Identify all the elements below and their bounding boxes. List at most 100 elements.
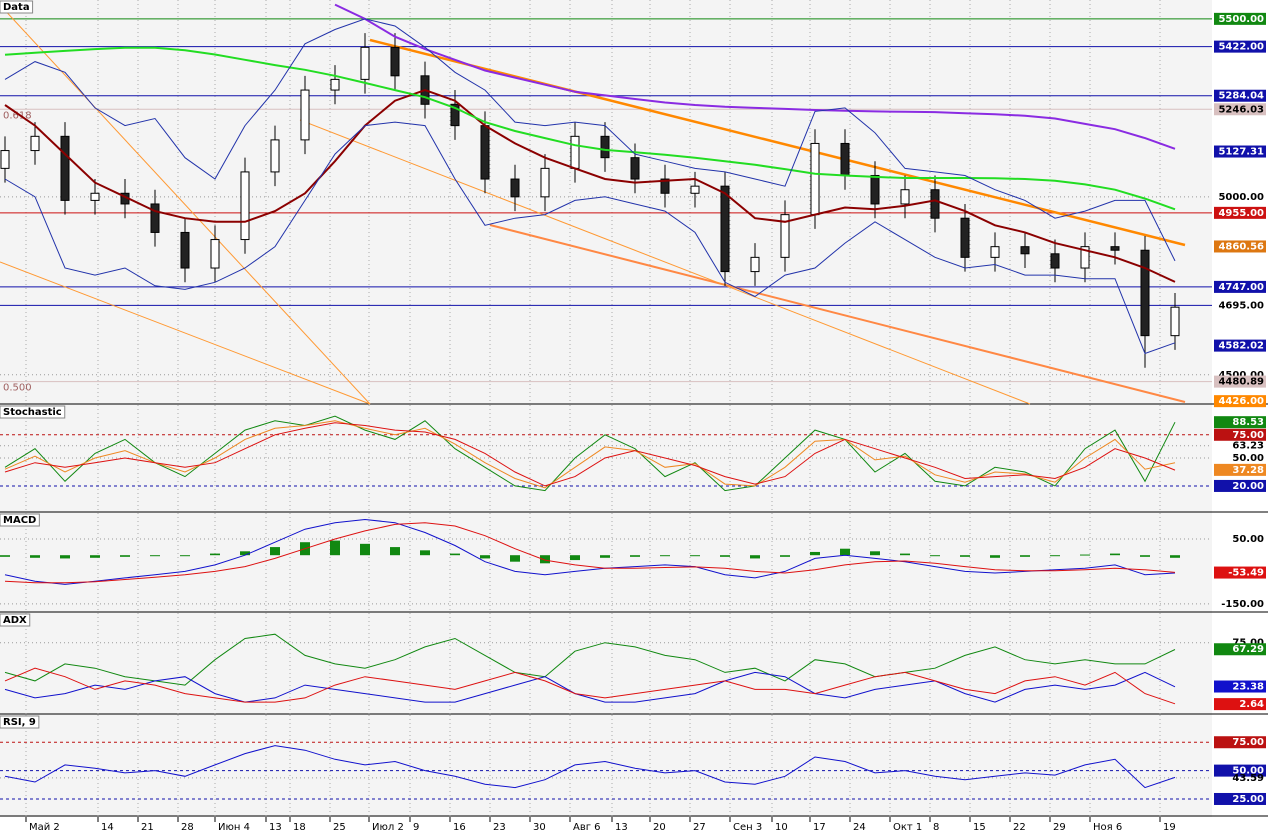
panel-title: Data	[3, 2, 30, 13]
histogram-bar	[450, 553, 460, 556]
histogram-bar	[360, 543, 370, 556]
trend-line	[489, 224, 1186, 403]
price-label-box	[1214, 643, 1266, 656]
histogram-bar	[870, 551, 880, 556]
indicator-line	[4, 89, 1176, 283]
candle-body	[1170, 306, 1180, 337]
y-tick-label: 4480.89	[1218, 377, 1264, 388]
candle-body	[300, 89, 310, 141]
candle-body	[0, 150, 10, 169]
histogram-bar	[510, 555, 520, 562]
candle-body	[360, 46, 370, 80]
indicator-line	[4, 745, 1176, 789]
histogram-bar	[750, 555, 760, 559]
candle-body	[690, 185, 700, 194]
x-tick-label: 23	[493, 822, 506, 833]
candle-body	[540, 167, 550, 198]
candle-body	[570, 135, 580, 169]
y-tick-label: 5246.03	[1218, 104, 1264, 115]
x-tick-label: 17	[813, 822, 826, 833]
histogram-bar	[600, 555, 610, 558]
panel-title-box	[0, 613, 31, 627]
candle-body	[30, 135, 40, 152]
candle-body	[60, 135, 70, 201]
price-label-box	[1214, 375, 1266, 388]
y-tick-label: 5127.31	[1218, 147, 1264, 158]
histogram-bar	[60, 555, 70, 559]
histogram-bar	[90, 555, 100, 558]
candle-body	[720, 185, 730, 273]
x-tick-label: 24	[853, 822, 866, 833]
histogram-bar	[780, 555, 790, 557]
histogram-bar	[900, 553, 910, 556]
histogram-bar	[1050, 555, 1060, 557]
x-tick-label: 21	[141, 822, 154, 833]
histogram-bar	[120, 555, 130, 557]
y-tick-label: 50.00	[1232, 534, 1264, 545]
histogram-bar	[390, 547, 400, 556]
histogram-bar	[570, 555, 580, 561]
x-tick-label: 25	[333, 822, 346, 833]
price-label-box	[1214, 240, 1266, 253]
y-tick-label: 50.00	[1232, 766, 1264, 777]
price-label-box	[1214, 736, 1266, 749]
panel-title-box	[0, 715, 40, 729]
histogram-bar	[180, 555, 190, 557]
indicator-line	[4, 671, 1176, 703]
price-label-box	[1214, 280, 1266, 293]
histogram-bar	[540, 555, 550, 564]
candle-body	[780, 214, 790, 258]
histogram-bar	[840, 548, 850, 556]
price-label-box	[1214, 89, 1266, 102]
y-tick-label: 67.29	[1232, 644, 1264, 655]
candle-body	[600, 135, 610, 159]
candle-body	[840, 142, 850, 176]
y-tick-label: 4747.00	[1218, 282, 1264, 293]
histogram-bar	[630, 555, 640, 557]
candle-body	[990, 246, 1000, 258]
candle-body	[150, 203, 160, 233]
indicator-line	[334, 3, 1176, 150]
candle-body	[660, 178, 670, 194]
x-tick-label: 13	[615, 822, 628, 833]
y-tick-label: -53.49	[1228, 568, 1264, 579]
candle-body	[90, 192, 100, 201]
y-tick-label: 23.38	[1232, 682, 1264, 693]
histogram-bar	[990, 555, 1000, 558]
trend-line	[299, 119, 1031, 405]
histogram-bar	[0, 555, 10, 557]
x-tick-label: 22	[1013, 822, 1026, 833]
candle-body	[1080, 246, 1090, 269]
price-label-box	[1214, 103, 1266, 116]
x-tick-label: 28	[181, 822, 194, 833]
candle-body	[450, 103, 460, 127]
histogram-bar	[660, 555, 670, 557]
x-tick-label: 8	[933, 822, 939, 833]
price-label-box	[1214, 680, 1266, 693]
x-tick-label: Июн 4	[218, 822, 250, 833]
candle-body	[270, 139, 280, 173]
panel-title-box	[0, 405, 66, 419]
histogram-bar	[1080, 554, 1090, 556]
x-tick-label: 27	[693, 822, 706, 833]
indicator-line	[4, 18, 1176, 262]
candle-body	[330, 78, 340, 91]
panel-title-box	[0, 0, 34, 14]
x-tick-label: 20	[653, 822, 666, 833]
y-tick-label: 4582.02	[1218, 341, 1264, 352]
histogram-bar	[1110, 553, 1120, 556]
x-tick-label: 9	[413, 822, 419, 833]
candle-body	[180, 231, 190, 269]
histogram-bar	[1020, 555, 1030, 557]
trend-line	[369, 38, 1186, 247]
panel-title: RSI, 9	[3, 717, 36, 728]
indicator-line	[4, 518, 1176, 585]
x-tick-label: 16	[453, 822, 466, 833]
x-tick-label: Ноя 6	[1093, 822, 1122, 833]
x-tick-label: Окт 1	[893, 822, 922, 833]
y-tick-label: 50.00	[1232, 453, 1264, 464]
candle-body	[480, 125, 490, 180]
panel-title: Stochastic	[3, 407, 62, 418]
x-tick-label: Авг 6	[573, 822, 601, 833]
